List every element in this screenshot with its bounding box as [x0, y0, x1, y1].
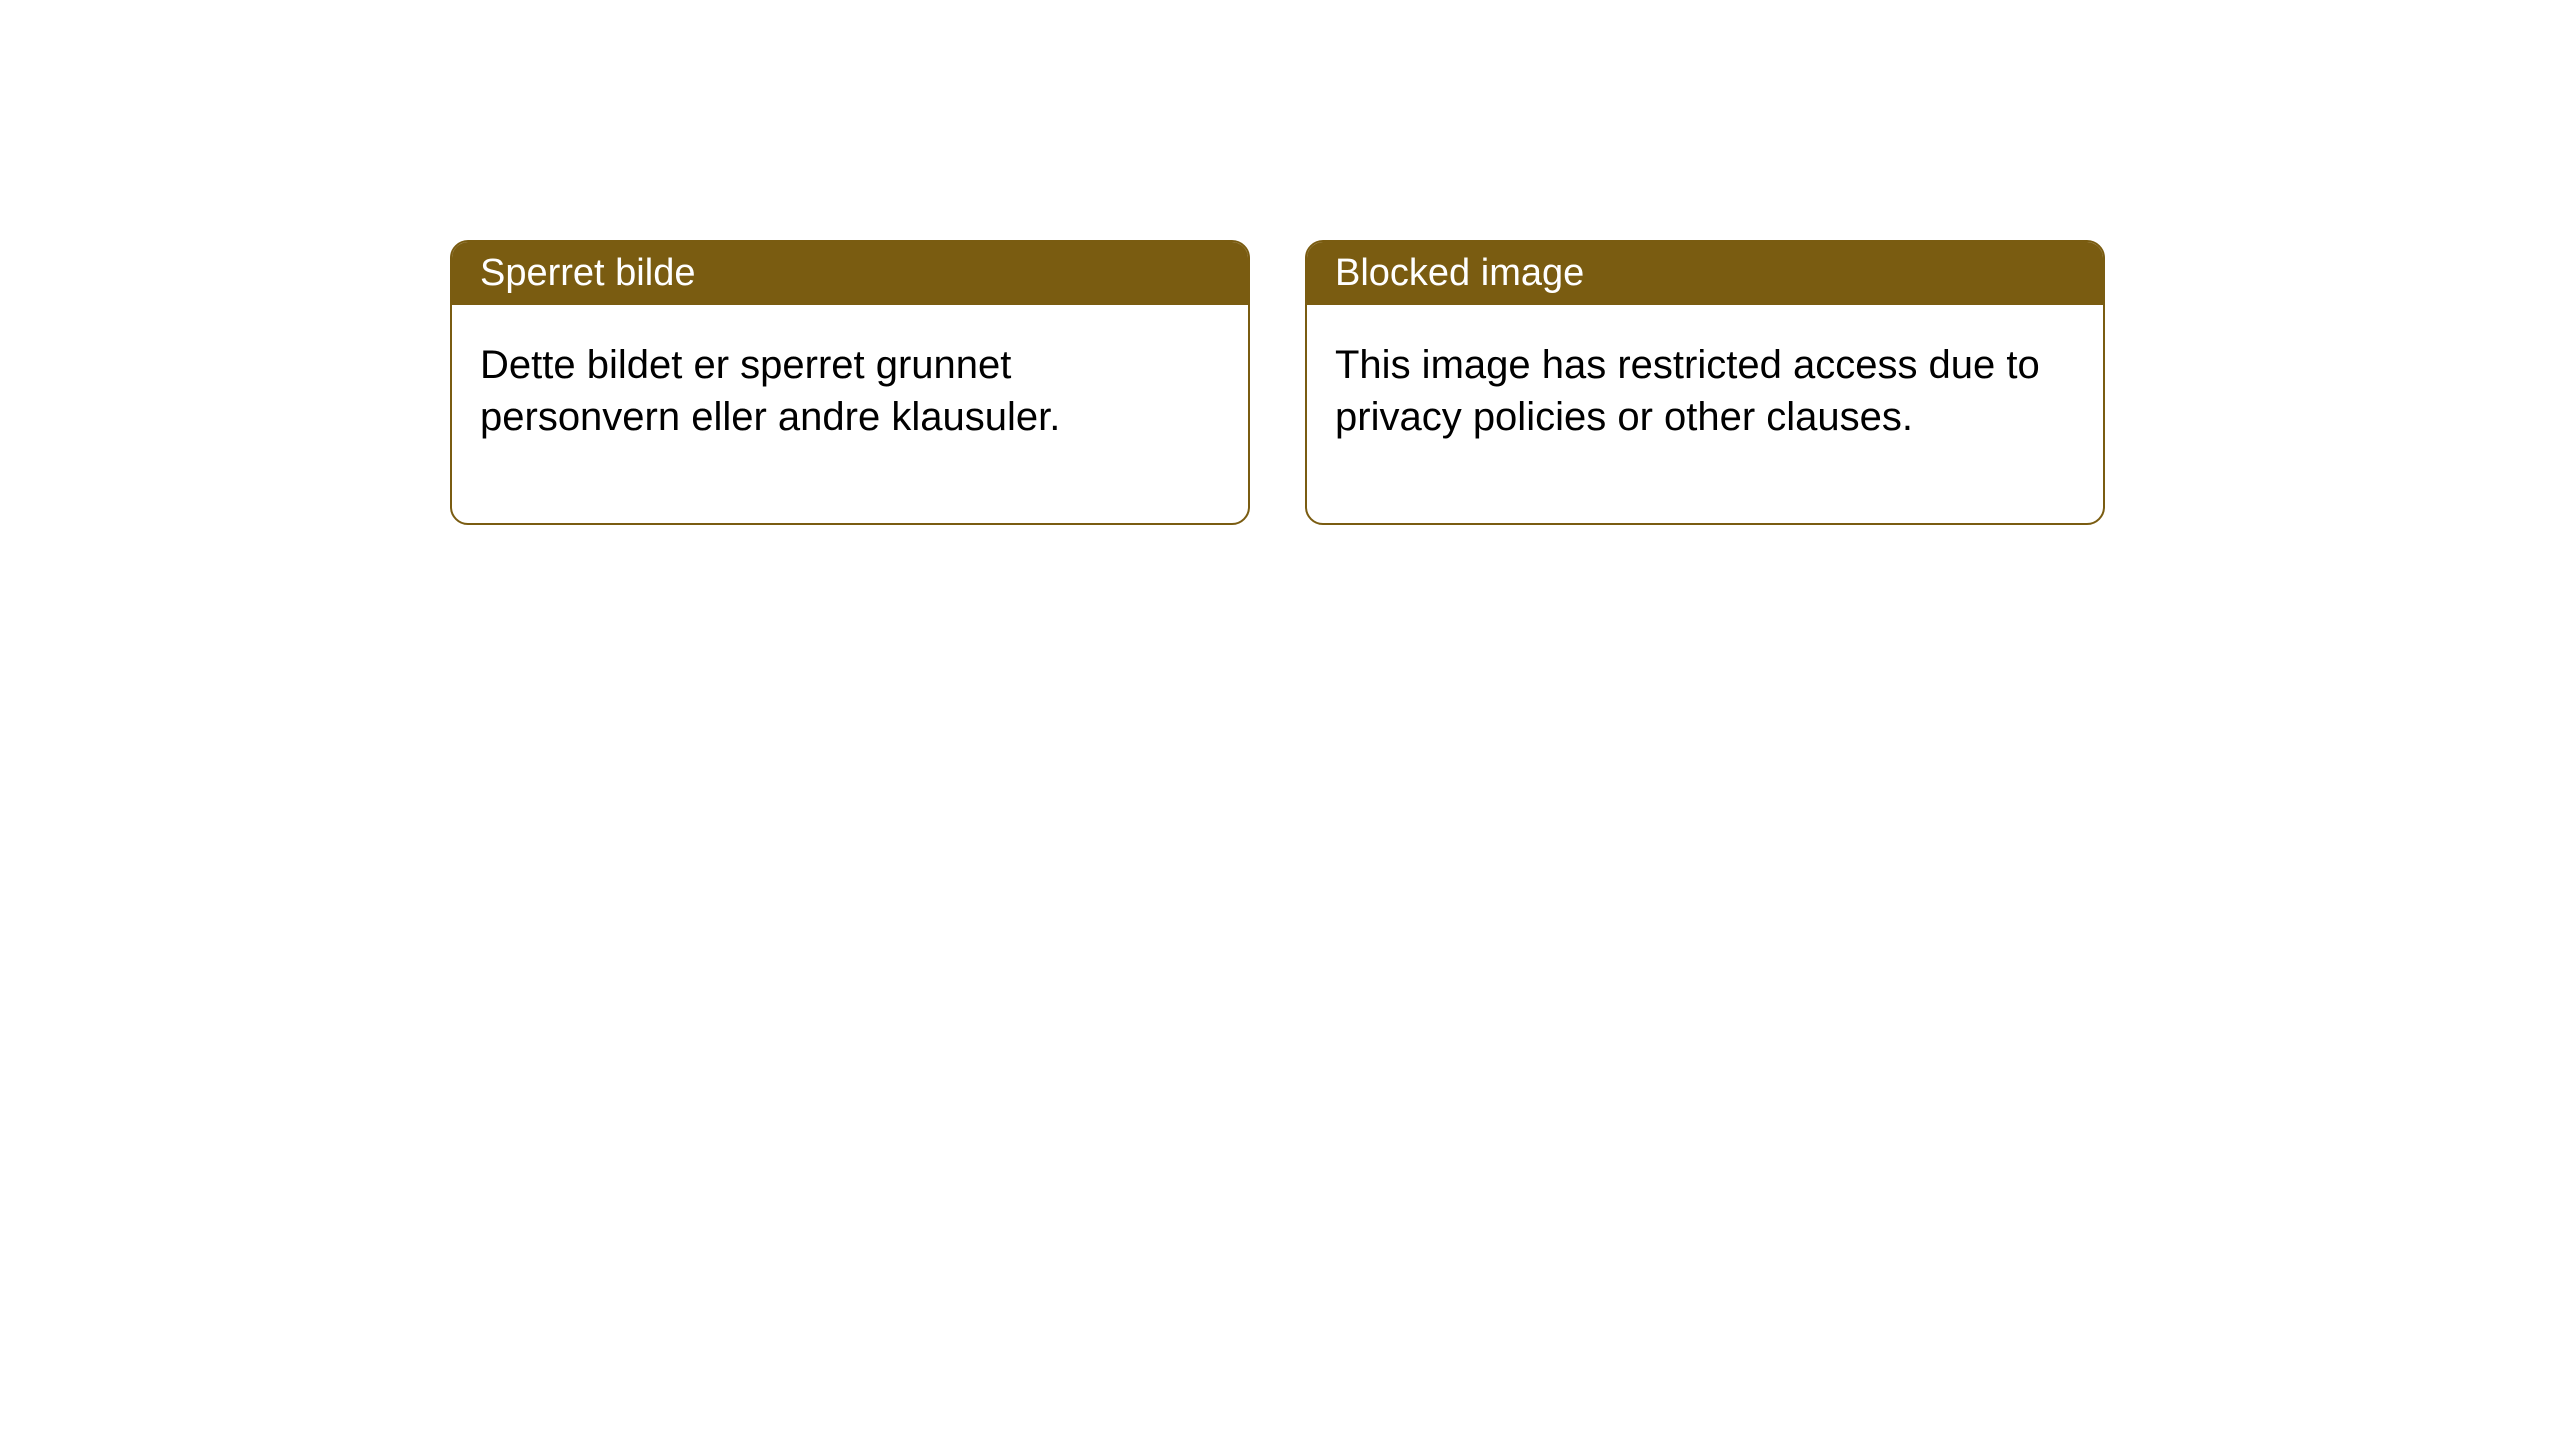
notice-card-english: Blocked image This image has restricted … [1305, 240, 2105, 525]
notice-title: Blocked image [1335, 252, 1584, 294]
notice-header: Sperret bilde [452, 242, 1248, 305]
notice-card-norwegian: Sperret bilde Dette bildet er sperret gr… [450, 240, 1250, 525]
notice-title: Sperret bilde [480, 252, 695, 294]
notice-body-text: Dette bildet er sperret grunnet personve… [480, 343, 1060, 439]
notice-header: Blocked image [1307, 242, 2103, 305]
notice-body: This image has restricted access due to … [1307, 305, 2103, 523]
notice-body: Dette bildet er sperret grunnet personve… [452, 305, 1248, 523]
notice-container: Sperret bilde Dette bildet er sperret gr… [450, 240, 2105, 525]
notice-body-text: This image has restricted access due to … [1335, 343, 2040, 439]
